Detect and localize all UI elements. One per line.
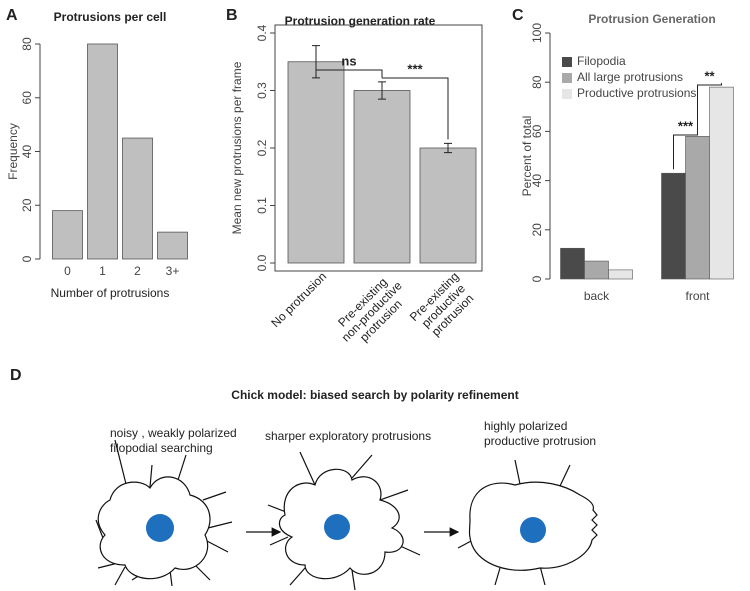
bar <box>419 147 477 264</box>
legend-swatch <box>562 57 572 67</box>
x-tick-label: front <box>685 289 710 303</box>
bar <box>157 231 188 260</box>
chart-title: Protrusion Generation <box>588 12 715 26</box>
error-bar <box>312 45 320 79</box>
x-tick-label: back <box>584 289 610 303</box>
stage-label: noisy , weakly polarized <box>110 426 237 440</box>
stage-label: highly polarized <box>484 419 567 433</box>
legend-swatch <box>562 73 572 83</box>
bar <box>87 43 118 260</box>
error-bar <box>378 81 386 100</box>
panel-label: C <box>512 7 524 24</box>
y-tick-label: 100 <box>530 23 544 43</box>
stage-label: filopodial searching <box>110 441 213 455</box>
y-tick-label: 60 <box>530 124 544 138</box>
bar <box>608 269 633 280</box>
y-tick-label: 60 <box>20 91 34 105</box>
y-tick-label: 80 <box>530 75 544 89</box>
panel-label: B <box>226 7 238 24</box>
x-tick-label: 0 <box>64 264 71 278</box>
significance-label: ns <box>341 53 356 68</box>
y-tick-label: 20 <box>530 223 544 237</box>
y-tick-label: 0 <box>530 275 544 282</box>
y-tick-label: 0.3 <box>255 82 269 99</box>
significance-label: ** <box>704 68 715 83</box>
significance-label: *** <box>678 118 694 133</box>
x-tick-label: 3+ <box>166 264 180 278</box>
y-tick-label: 0.4 <box>255 24 269 41</box>
bar <box>709 86 734 280</box>
stage-label: sharper exploratory protrusions <box>265 429 431 443</box>
y-tick-label: 40 <box>20 145 34 159</box>
chart-title: Protrusion generation rate <box>285 14 436 28</box>
cell-3 <box>457 459 598 586</box>
bar <box>287 61 345 264</box>
significance-bracket <box>697 83 722 133</box>
diagram-title: Chick model: biased search by polarity r… <box>231 388 518 402</box>
y-tick-label: 0.1 <box>255 197 269 214</box>
bar <box>661 172 686 280</box>
chart-title: Protrusions per cell <box>54 10 167 24</box>
y-axis-label: Mean new protrusions per frame <box>230 61 244 234</box>
bar <box>560 247 585 280</box>
bar <box>122 137 153 260</box>
y-tick-label: 0.0 <box>255 254 269 271</box>
error-bar <box>444 142 452 154</box>
legend-label: Productive protrusions <box>577 86 696 100</box>
y-tick-label: 40 <box>530 174 544 188</box>
y-tick-label: 20 <box>20 198 34 212</box>
y-tick-label: 0 <box>20 255 34 262</box>
x-tick-label: 2 <box>134 264 141 278</box>
bar <box>584 260 609 280</box>
x-axis-label: Number of protrusions <box>51 286 170 300</box>
y-tick-label: 80 <box>20 37 34 51</box>
y-axis-label: Frequency <box>6 123 20 180</box>
cell-1 <box>95 439 233 587</box>
significance-bracket <box>673 132 698 170</box>
significance-bracket <box>316 69 383 78</box>
bar <box>353 90 411 264</box>
bar <box>685 136 710 280</box>
x-tick-label: 1 <box>99 264 106 278</box>
y-tick-label: 0.2 <box>255 139 269 156</box>
cell-2 <box>267 451 421 591</box>
legend-swatch <box>562 89 572 99</box>
bar <box>52 210 83 260</box>
legend-label: All large protrusions <box>577 70 683 84</box>
legend-label: Filopodia <box>577 54 626 68</box>
significance-bracket <box>382 77 449 140</box>
y-axis-label: Percent of total <box>520 116 534 197</box>
significance-label: *** <box>407 61 423 76</box>
stage-label: productive protrusion <box>484 434 596 448</box>
panel-label: A <box>6 7 18 24</box>
panel-label: D <box>10 367 22 384</box>
